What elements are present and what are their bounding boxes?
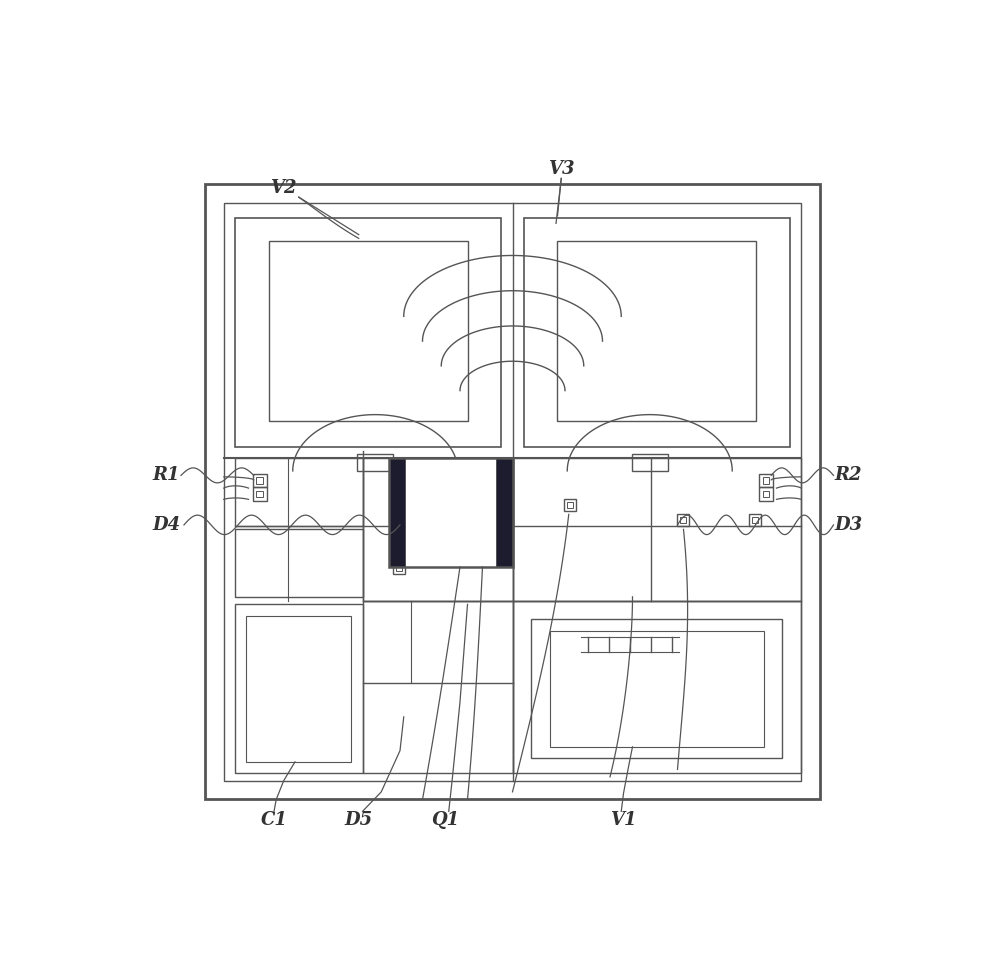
Bar xyxy=(253,474,267,487)
Text: Q1: Q1 xyxy=(431,811,459,830)
Bar xyxy=(567,503,573,508)
Text: C1: C1 xyxy=(261,811,287,830)
Bar xyxy=(357,454,393,470)
Bar xyxy=(246,616,351,762)
Bar xyxy=(531,619,782,758)
Bar xyxy=(256,477,263,484)
Bar xyxy=(512,601,801,773)
Bar xyxy=(396,565,402,572)
Bar xyxy=(749,514,761,526)
Text: R1: R1 xyxy=(152,467,180,484)
Bar xyxy=(235,604,363,773)
Bar xyxy=(524,218,790,447)
Bar xyxy=(393,562,405,575)
Bar xyxy=(389,458,513,567)
Bar xyxy=(557,241,756,421)
Text: R2: R2 xyxy=(835,467,862,484)
Text: V3: V3 xyxy=(548,161,574,178)
Bar xyxy=(256,491,263,498)
Bar xyxy=(235,530,363,597)
Bar xyxy=(763,477,769,484)
Bar xyxy=(677,514,689,526)
Bar xyxy=(235,458,363,526)
Bar xyxy=(512,458,801,601)
Bar xyxy=(752,517,758,523)
Text: D3: D3 xyxy=(834,516,863,534)
Bar xyxy=(363,601,512,773)
Text: V1: V1 xyxy=(610,811,637,830)
Text: V2: V2 xyxy=(271,179,297,197)
Bar xyxy=(759,487,773,501)
Bar xyxy=(363,458,512,601)
Bar xyxy=(763,491,769,498)
Bar xyxy=(269,241,468,421)
Bar xyxy=(205,184,820,800)
Text: D4: D4 xyxy=(152,516,180,534)
Bar xyxy=(235,218,501,447)
Bar xyxy=(759,474,773,487)
Bar xyxy=(680,517,686,523)
Bar xyxy=(496,458,512,567)
Bar xyxy=(389,458,405,567)
Text: D5: D5 xyxy=(345,811,373,830)
Bar xyxy=(550,630,764,747)
Bar xyxy=(632,454,668,470)
Bar xyxy=(253,487,267,501)
Bar xyxy=(224,204,801,780)
Bar xyxy=(405,458,496,567)
Bar xyxy=(564,500,576,511)
